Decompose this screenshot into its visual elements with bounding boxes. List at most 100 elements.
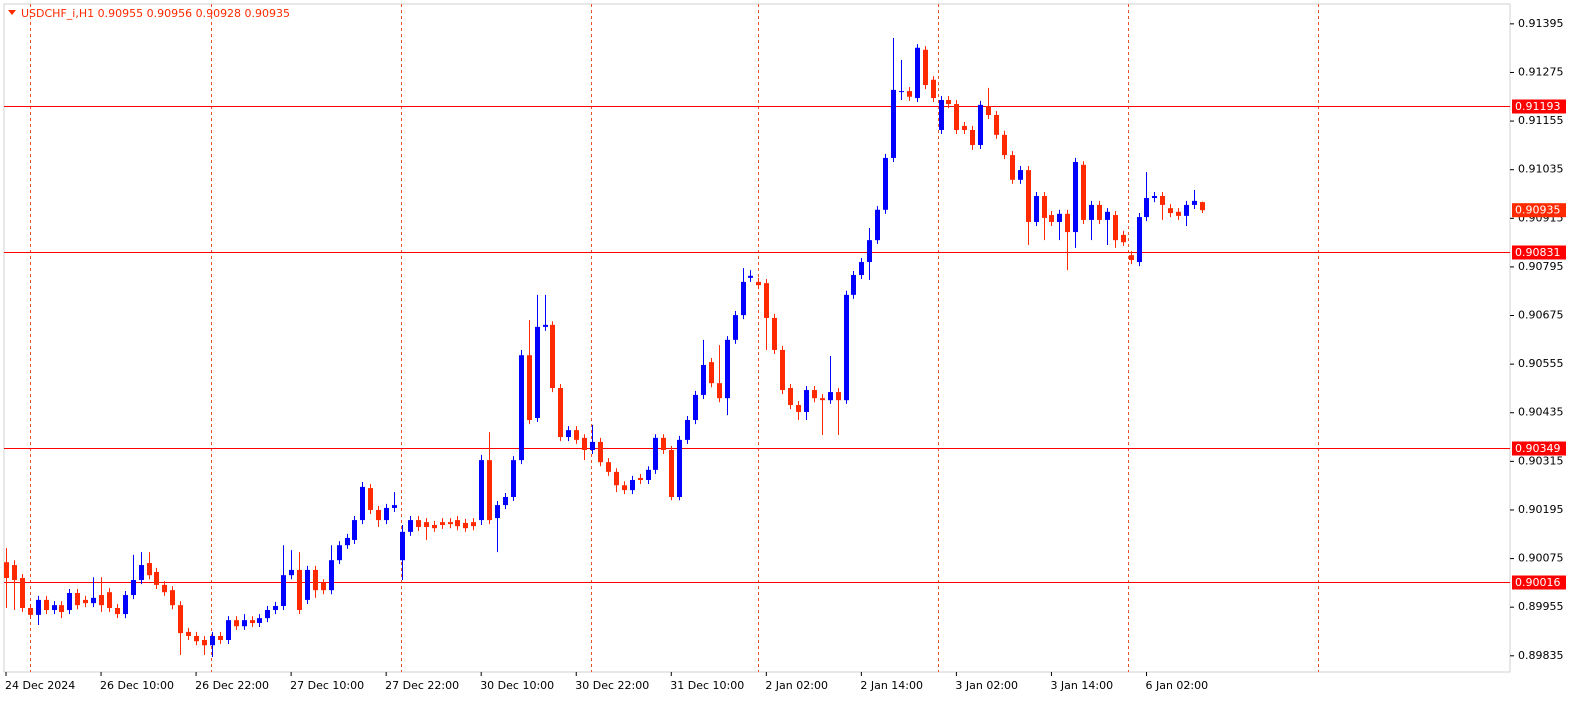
candle-body (1057, 213, 1062, 222)
price-line-label-box (1512, 245, 1566, 260)
candle-body (1176, 211, 1181, 216)
candle-body (891, 89, 896, 158)
x-tick-label: 27 Dec 10:00 (290, 679, 364, 692)
candle-body (788, 388, 793, 406)
candle-body (970, 129, 975, 145)
x-tick-label: 6 Jan 02:00 (1145, 679, 1208, 692)
candle-body (939, 100, 944, 130)
candle-body (820, 398, 825, 401)
candle-body (154, 571, 159, 585)
y-tick-label: 0.89955 (1518, 600, 1564, 613)
candle-body (257, 618, 262, 623)
candle-body (432, 524, 437, 529)
candle-body (345, 537, 350, 546)
candle-body (946, 100, 951, 105)
candle-body (844, 294, 849, 401)
candle-body (653, 437, 658, 470)
candle-body (424, 522, 429, 527)
candle-body (566, 430, 571, 438)
price-line-label-box (1512, 575, 1566, 590)
candle-body (558, 388, 563, 438)
candle-body (463, 522, 468, 529)
y-tick-label: 0.90675 (1518, 309, 1564, 322)
candle-body (1200, 202, 1205, 211)
candle-body (669, 450, 674, 497)
x-tick-label: 2 Jan 02:00 (765, 679, 828, 692)
candle-body (986, 106, 991, 115)
candle-body (67, 593, 72, 611)
candle-body (273, 605, 278, 611)
candle-body (162, 584, 167, 593)
candle-body (638, 477, 643, 480)
candle-body (28, 607, 33, 615)
candle-body (1018, 170, 1023, 180)
candle-body (1121, 234, 1126, 243)
candle-body (289, 569, 294, 576)
candle-body (12, 565, 17, 581)
candle-body (764, 283, 769, 318)
candle-body (503, 496, 508, 506)
candle-body (352, 520, 357, 540)
candle-body (574, 430, 579, 440)
candle-body (297, 569, 302, 611)
candle-body (440, 522, 445, 525)
candle-body (495, 505, 500, 519)
candle-body (646, 469, 651, 480)
candle-body (384, 507, 389, 521)
candle-body (91, 597, 96, 604)
candle-body (1192, 200, 1197, 205)
candle-body (1152, 196, 1157, 199)
candle-body (471, 522, 476, 527)
y-tick-label: 0.91395 (1518, 17, 1564, 30)
candle-body (59, 605, 64, 613)
candle-body (741, 281, 746, 316)
candles (4, 38, 1205, 658)
candle-body (479, 460, 484, 521)
x-tick-label: 3 Jan 14:00 (1050, 679, 1113, 692)
candle-body (1026, 170, 1031, 222)
x-tick-label: 30 Dec 10:00 (480, 679, 554, 692)
candle-body (1168, 208, 1173, 214)
y-tick-label: 0.91035 (1518, 163, 1564, 176)
candle-body (899, 91, 904, 93)
price-line-label-box (1512, 441, 1566, 456)
candle-body (836, 392, 841, 401)
x-tick-label: 26 Dec 10:00 (100, 679, 174, 692)
candle-body (915, 47, 920, 98)
y-tick-label: 0.91275 (1518, 65, 1564, 78)
candle-body (123, 595, 128, 615)
candle-body (804, 390, 809, 412)
candle-body (329, 560, 334, 591)
candle-body (606, 462, 611, 472)
candle-body (978, 104, 983, 145)
candle-body (701, 364, 706, 395)
candle-body (543, 324, 548, 327)
candle-body (1073, 161, 1078, 233)
x-tick-label: 26 Dec 22:00 (195, 679, 269, 692)
candle-body (202, 639, 207, 646)
price-line-label: 0.90349 (1515, 442, 1561, 455)
candle-body (1097, 204, 1102, 220)
candle-body (725, 339, 730, 399)
candle-body (859, 262, 864, 276)
candle-body (756, 281, 761, 286)
title-arrow (8, 10, 16, 15)
candle-body (360, 486, 365, 521)
price-line-label: 0.91193 (1515, 100, 1561, 113)
candle-body (590, 441, 595, 451)
candle-body (305, 569, 310, 600)
candle-body (883, 157, 888, 210)
candle-body (519, 355, 524, 461)
candle-body (131, 580, 136, 596)
candle-body (511, 460, 516, 497)
current-price-label: 0.90935 (1515, 204, 1561, 217)
candle-body (550, 324, 555, 389)
candle-body (923, 49, 928, 86)
candle-body (313, 569, 318, 591)
candle-body (677, 439, 682, 497)
candle-body (337, 545, 342, 561)
y-tick-label: 0.89835 (1518, 649, 1564, 662)
candle-body (748, 275, 753, 278)
